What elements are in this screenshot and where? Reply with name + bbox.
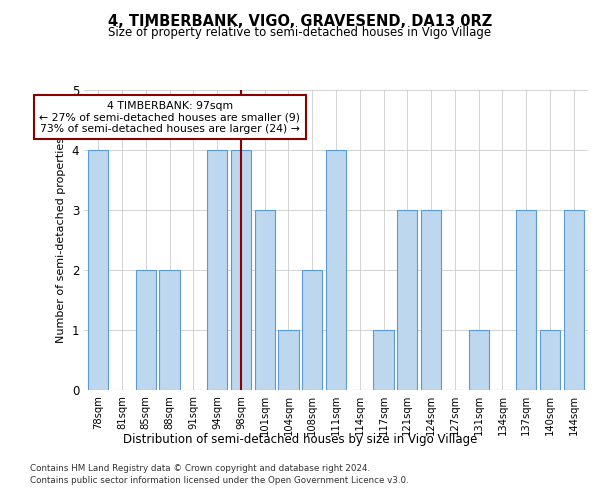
Bar xyxy=(231,150,251,390)
Text: Size of property relative to semi-detached houses in Vigo Village: Size of property relative to semi-detach… xyxy=(109,26,491,39)
Bar xyxy=(207,150,227,390)
Bar xyxy=(397,210,418,390)
Bar xyxy=(88,150,109,390)
Bar xyxy=(160,270,179,390)
Bar xyxy=(516,210,536,390)
Bar xyxy=(136,270,156,390)
Bar xyxy=(540,330,560,390)
Text: 4 TIMBERBANK: 97sqm
← 27% of semi-detached houses are smaller (9)
73% of semi-de: 4 TIMBERBANK: 97sqm ← 27% of semi-detach… xyxy=(39,101,300,134)
Bar xyxy=(326,150,346,390)
Bar xyxy=(563,210,584,390)
Text: Contains public sector information licensed under the Open Government Licence v3: Contains public sector information licen… xyxy=(30,476,409,485)
Text: Distribution of semi-detached houses by size in Vigo Village: Distribution of semi-detached houses by … xyxy=(123,432,477,446)
Bar xyxy=(421,210,441,390)
Bar xyxy=(278,330,299,390)
Text: 4, TIMBERBANK, VIGO, GRAVESEND, DA13 0RZ: 4, TIMBERBANK, VIGO, GRAVESEND, DA13 0RZ xyxy=(108,14,492,29)
Bar xyxy=(302,270,322,390)
Bar xyxy=(469,330,489,390)
Y-axis label: Number of semi-detached properties: Number of semi-detached properties xyxy=(56,137,66,343)
Text: Contains HM Land Registry data © Crown copyright and database right 2024.: Contains HM Land Registry data © Crown c… xyxy=(30,464,370,473)
Bar xyxy=(254,210,275,390)
Bar xyxy=(373,330,394,390)
